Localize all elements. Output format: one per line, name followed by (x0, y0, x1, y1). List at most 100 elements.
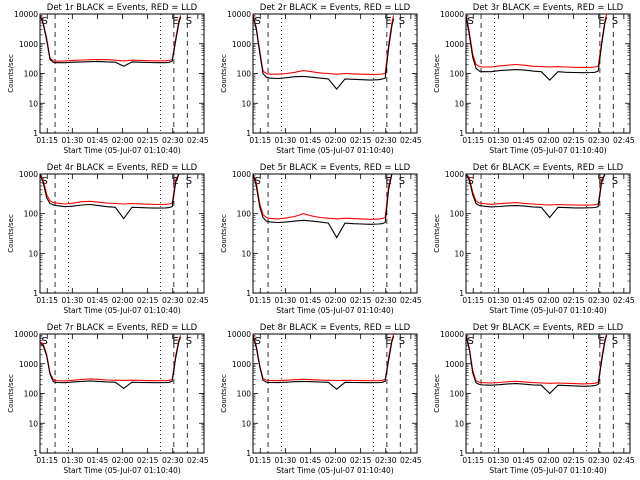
series-line-lld (39, 335, 182, 382)
segment-marker-label: S (468, 16, 474, 27)
series-line-events (39, 15, 182, 67)
x-tick-label: 01:45 (87, 456, 109, 465)
segment-marker-label: S (42, 16, 48, 27)
series-line-lld (465, 334, 608, 385)
plot-frame (252, 173, 418, 294)
x-tick-label: 02:00 (112, 456, 134, 465)
series-line-lld (465, 14, 608, 68)
detector-chart-8: Det 8r BLACK = Events, RED = LLD 1 10 100 10… (220, 323, 422, 475)
x-tick-label: 01:30 (275, 296, 297, 305)
x-tick-label: 02:30 (588, 296, 610, 305)
x-tick-label: 01:30 (275, 456, 297, 465)
detector-chart-9: Det 9r BLACK = Events, RED = LLD 1 10 100 10… (433, 323, 635, 475)
x-tick-label: 01:15 (462, 456, 484, 465)
x-tick-label: 02:15 (137, 296, 159, 305)
detector-chart-2: Det 2r BLACK = Events, RED = LLD 1 10 100 10… (220, 3, 422, 155)
segment-marker-label: S (612, 176, 618, 187)
plot-frame (465, 333, 631, 454)
x-axis-label: Start Time (05-Jul-07 01:10:40) (489, 466, 606, 475)
x-tick-label: 02:30 (162, 136, 184, 145)
x-tick-label: 01:15 (249, 136, 271, 145)
y-tick-label: 1000 (445, 360, 464, 369)
x-tick-label: 02:15 (137, 136, 159, 145)
x-tick-label: 02:15 (563, 136, 585, 145)
x-axis-label: Start Time (05-Jul-07 01:10:40) (489, 146, 606, 155)
y-tick-label: 1 (246, 449, 251, 458)
x-axis-label: Start Time (05-Jul-07 01:10:40) (276, 306, 393, 315)
x-tick-label: 02:15 (350, 296, 372, 305)
x-tick-label: 02:45 (613, 456, 635, 465)
x-tick-label: 01:30 (488, 296, 510, 305)
y-tick-label: 10 (454, 249, 464, 258)
segment-marker-label: S (612, 16, 618, 27)
series-line-events (465, 173, 607, 219)
series-line-events (39, 336, 182, 389)
series-line-events (252, 173, 394, 239)
y-tick-label: 1000 (232, 40, 251, 49)
y-tick-label: 10 (241, 99, 251, 108)
y-tick-label: 100 (24, 70, 39, 79)
y-tick-label: 100 (237, 210, 252, 219)
y-tick-label: 100 (450, 70, 465, 79)
x-tick-label: 02:45 (187, 456, 209, 465)
y-tick-label: 10000 (227, 10, 251, 19)
chart-title: Det 6r BLACK = Events, RED = LLD (473, 163, 624, 173)
plot-frame (39, 13, 205, 134)
x-tick-label: 01:15 (249, 296, 271, 305)
y-tick-label: 1 (246, 289, 251, 298)
y-tick-label: 10 (28, 419, 38, 428)
y-axis-label: Counts/sec (433, 54, 441, 93)
x-axis-label: Start Time (05-Jul-07 01:10:40) (276, 466, 393, 475)
y-tick-label: 10 (241, 419, 251, 428)
x-tick-label: 01:30 (488, 136, 510, 145)
chart-title: Det 7r BLACK = Events, RED = LLD (47, 323, 198, 333)
segment-marker-label: E (598, 16, 604, 27)
series-line-lld (465, 173, 607, 206)
segment-marker-label: S (399, 176, 405, 187)
plot-frame (252, 13, 418, 134)
segment-marker-label: S (186, 176, 192, 187)
y-tick-label: 10000 (14, 10, 38, 19)
y-axis-label: Counts/sec (7, 54, 15, 93)
x-tick-label: 02:45 (400, 296, 422, 305)
x-tick-label: 02:00 (325, 456, 347, 465)
x-tick-label: 02:30 (375, 296, 397, 305)
y-tick-label: 10 (454, 99, 464, 108)
y-tick-label: 1000 (445, 170, 464, 179)
y-tick-label: 1 (33, 289, 38, 298)
detector-chart-7: Det 7r BLACK = Events, RED = LLD 1 10 100 10… (7, 323, 209, 475)
x-tick-label: 01:45 (300, 136, 322, 145)
x-tick-label: 01:45 (513, 136, 535, 145)
plot-frame (39, 173, 205, 294)
x-axis-label: Start Time (05-Jul-07 01:10:40) (276, 146, 393, 155)
x-tick-label: 02:30 (588, 136, 610, 145)
x-tick-label: 02:00 (538, 296, 560, 305)
y-tick-label: 10000 (440, 10, 464, 19)
y-tick-label: 100 (237, 70, 252, 79)
y-axis-label: Counts/sec (7, 214, 15, 253)
segment-marker-label: S (255, 176, 261, 187)
x-tick-label: 02:30 (375, 136, 397, 145)
y-tick-label: 1000 (19, 360, 38, 369)
x-tick-label: 02:30 (162, 296, 184, 305)
y-tick-label: 1000 (445, 40, 464, 49)
series-line-events (465, 335, 608, 395)
x-tick-label: 02:15 (350, 136, 372, 145)
series-line-lld (252, 334, 395, 382)
x-tick-label: 01:45 (513, 456, 535, 465)
y-tick-label: 10 (28, 249, 38, 258)
segment-marker-label: S (612, 336, 618, 347)
x-tick-label: 02:45 (400, 456, 422, 465)
y-tick-label: 1 (459, 289, 464, 298)
series-line-lld (252, 14, 395, 75)
y-tick-label: 1 (246, 129, 251, 138)
x-tick-label: 02:15 (137, 456, 159, 465)
segment-marker-label: S (399, 336, 405, 347)
x-tick-label: 02:00 (112, 136, 134, 145)
segment-marker-label: S (399, 16, 405, 27)
x-tick-label: 02:45 (613, 296, 635, 305)
y-axis-label: Counts/sec (220, 214, 228, 253)
y-tick-label: 10 (454, 419, 464, 428)
plot-frame (465, 173, 631, 294)
x-tick-label: 02:30 (162, 456, 184, 465)
